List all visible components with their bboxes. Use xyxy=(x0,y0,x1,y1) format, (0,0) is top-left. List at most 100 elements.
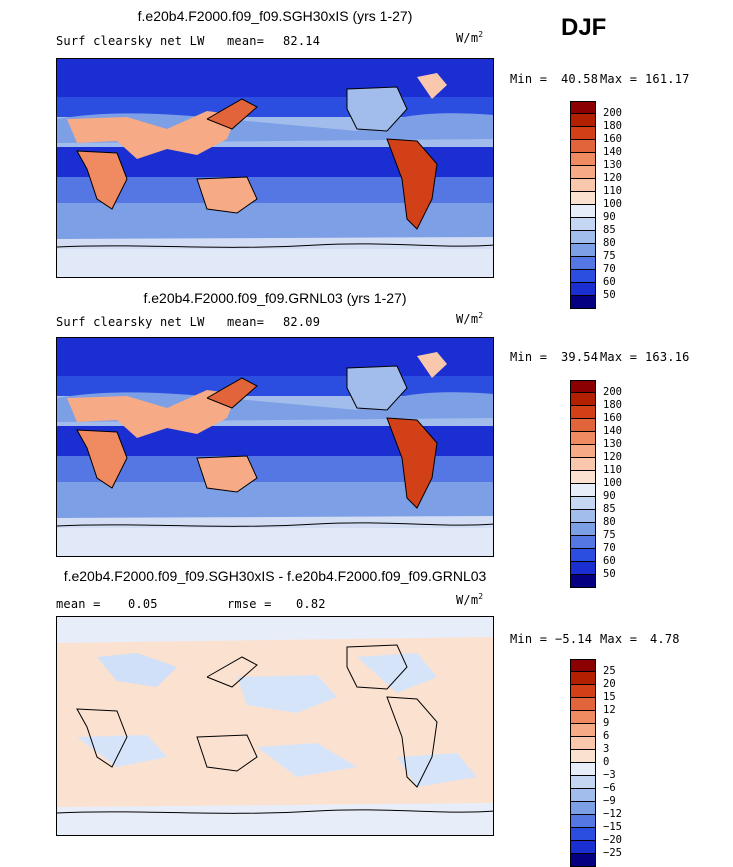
colorbar-swatch xyxy=(570,854,596,867)
panel-1-colorbar xyxy=(570,101,596,309)
colorbar-swatch xyxy=(570,776,596,789)
panel-1-mean-label: mean= xyxy=(227,34,265,48)
colorbar-level-label: 110 xyxy=(603,464,622,476)
season-label: DJF xyxy=(561,14,607,41)
colorbar-level-label: 20 xyxy=(603,678,616,690)
panel-1-min-value: 40.58 xyxy=(561,72,599,86)
panel-3-map-svg xyxy=(57,617,493,835)
panel-3-rmse-value: 0.82 xyxy=(296,597,326,611)
colorbar-level-label: 180 xyxy=(603,120,622,132)
colorbar-swatch xyxy=(570,484,596,497)
colorbar-level-label: 70 xyxy=(603,542,616,554)
colorbar-swatch xyxy=(570,393,596,406)
panel-1-units: W/m2 xyxy=(456,30,484,45)
colorbar-swatch xyxy=(570,789,596,802)
colorbar-swatch xyxy=(570,101,596,114)
colorbar-swatch xyxy=(570,458,596,471)
colorbar-swatch xyxy=(570,523,596,536)
colorbar-level-label: 60 xyxy=(603,555,616,567)
colorbar-level-label: 180 xyxy=(603,399,622,411)
colorbar-swatch xyxy=(570,127,596,140)
panel-2-map xyxy=(56,337,494,557)
panel-1-max-value: 161.17 xyxy=(645,72,690,86)
panel-2-min-value: 39.54 xyxy=(561,350,599,364)
panel-3-mean-label: mean = xyxy=(56,597,101,611)
colorbar-swatch xyxy=(570,659,596,672)
colorbar-swatch xyxy=(570,432,596,445)
colorbar-level-label: 80 xyxy=(603,516,616,528)
colorbar-swatch xyxy=(570,231,596,244)
panel-2-variable: Surf clearsky net LW xyxy=(56,315,205,329)
panel-2-mean-label: mean= xyxy=(227,315,265,329)
panel-1-title: f.e20b4.F2000.f09_f09.SGH30xIS (yrs 1-27… xyxy=(137,8,413,24)
colorbar-level-label: 140 xyxy=(603,146,622,158)
colorbar-level-label: 100 xyxy=(603,198,622,210)
panel-3-min-value: −5.14 xyxy=(555,632,593,646)
colorbar-level-label: 140 xyxy=(603,425,622,437)
colorbar-swatch xyxy=(570,841,596,854)
panel-2-map-svg xyxy=(57,338,493,556)
colorbar-swatch xyxy=(570,750,596,763)
colorbar-level-label: −20 xyxy=(603,834,622,846)
colorbar-level-label: 80 xyxy=(603,237,616,249)
colorbar-level-label: 70 xyxy=(603,263,616,275)
colorbar-swatch xyxy=(570,244,596,257)
colorbar-level-label: 85 xyxy=(603,503,616,515)
colorbar-level-label: −9 xyxy=(603,795,616,807)
colorbar-level-label: 9 xyxy=(603,717,610,729)
colorbar-level-label: 120 xyxy=(603,451,622,463)
colorbar-swatch xyxy=(570,192,596,205)
panel-3-rmse-label: rmse = xyxy=(227,597,272,611)
colorbar-level-label: 85 xyxy=(603,224,616,236)
panel-2-max-label: Max = xyxy=(600,350,638,364)
panel-2-mean-value: 82.09 xyxy=(283,315,321,329)
panel-3-units: W/m2 xyxy=(456,592,484,607)
colorbar-level-label: 120 xyxy=(603,172,622,184)
colorbar-swatch xyxy=(570,406,596,419)
colorbar-level-label: −12 xyxy=(603,808,622,820)
panel-2-title: f.e20b4.F2000.f09_f09.GRNL03 (yrs 1-27) xyxy=(143,290,407,306)
colorbar-level-label: 12 xyxy=(603,704,616,716)
colorbar-swatch xyxy=(570,380,596,393)
colorbar-level-label: 200 xyxy=(603,107,622,119)
colorbar-swatch xyxy=(570,575,596,588)
panel-3-max-value: 4.78 xyxy=(650,632,680,646)
colorbar-swatch xyxy=(570,445,596,458)
colorbar-swatch xyxy=(570,257,596,270)
panel-3-map xyxy=(56,616,494,836)
panel-2-max-value: 163.16 xyxy=(645,350,690,364)
panel-2-units: W/m2 xyxy=(456,311,484,326)
colorbar-swatch xyxy=(570,179,596,192)
colorbar-level-label: 90 xyxy=(603,490,616,502)
colorbar-level-label: 50 xyxy=(603,289,616,301)
colorbar-swatch xyxy=(570,685,596,698)
colorbar-level-label: 60 xyxy=(603,276,616,288)
colorbar-level-label: −15 xyxy=(603,821,622,833)
colorbar-swatch xyxy=(570,724,596,737)
colorbar-level-label: 0 xyxy=(603,756,610,768)
panel-1-map xyxy=(56,58,494,278)
panel-3-max-label: Max = xyxy=(600,632,638,646)
colorbar-level-label: 75 xyxy=(603,250,616,262)
colorbar-swatch xyxy=(570,114,596,127)
panel-3-min-label: Min = xyxy=(510,632,548,646)
colorbar-level-label: 6 xyxy=(603,730,610,742)
panel-3-mean-value: 0.05 xyxy=(128,597,158,611)
colorbar-swatch xyxy=(570,510,596,523)
panel-2-colorbar xyxy=(570,380,596,588)
colorbar-level-label: 160 xyxy=(603,412,622,424)
panel-1-map-svg xyxy=(57,59,493,277)
colorbar-swatch xyxy=(570,497,596,510)
colorbar-swatch xyxy=(570,140,596,153)
colorbar-level-label: 130 xyxy=(603,438,622,450)
colorbar-level-label: 130 xyxy=(603,159,622,171)
colorbar-level-label: 200 xyxy=(603,386,622,398)
colorbar-swatch xyxy=(570,549,596,562)
panel-1-min-label: Min = xyxy=(510,72,548,86)
panel-1-max-label: Max = xyxy=(600,72,638,86)
colorbar-swatch xyxy=(570,270,596,283)
colorbar-level-label: 90 xyxy=(603,211,616,223)
panel-1-mean-value: 82.14 xyxy=(283,34,321,48)
colorbar-level-label: 50 xyxy=(603,568,616,580)
colorbar-swatch xyxy=(570,672,596,685)
